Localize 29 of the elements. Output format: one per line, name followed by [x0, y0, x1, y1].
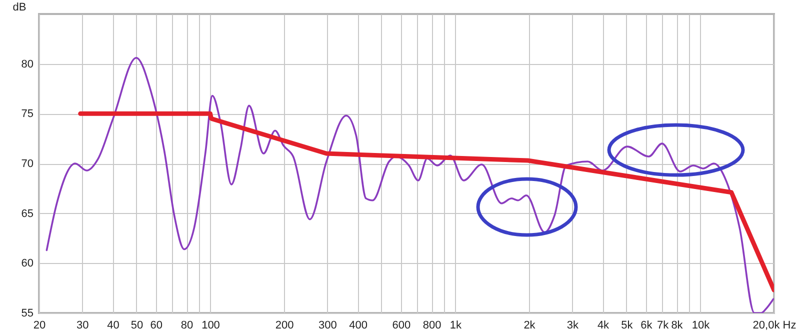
y-tick-label: 55	[21, 308, 34, 320]
y-tick-label: 65	[21, 208, 34, 220]
y-axis-title: dB	[12, 2, 26, 14]
x-tick-label: 6k	[640, 320, 653, 332]
x-tick-label: 60	[150, 320, 163, 332]
x-tick-label: 30	[76, 320, 89, 332]
x-tick-label: 80	[180, 320, 194, 332]
x-tick-label: 40	[107, 320, 120, 332]
y-tick-label: 60	[21, 258, 34, 270]
y-tick-label: 70	[21, 158, 34, 170]
x-tick-label: 800	[422, 320, 442, 332]
x-tick-label: 1k	[450, 320, 462, 332]
y-tick-label: 75	[21, 108, 34, 120]
x-tick-label: 50	[130, 320, 144, 332]
x-tick-label: 20,0k Hz	[752, 320, 796, 332]
x-tick-label: 4k	[597, 320, 610, 332]
x-tick-label: 5k	[621, 320, 634, 332]
x-tick-label: 20	[33, 320, 46, 332]
x-tick-label: 600	[392, 320, 411, 332]
x-tick-label: 100	[202, 320, 220, 332]
x-tick-label: 400	[349, 320, 368, 332]
x-tick-label: 10k	[692, 320, 710, 332]
x-tick-label: 7k	[656, 320, 670, 332]
x-tick-label: 300	[318, 320, 337, 332]
x-tick-label: 2k	[524, 320, 536, 332]
x-tick-label: 3k	[566, 320, 579, 332]
x-tick-label: 8k	[671, 320, 684, 332]
y-tick-label: 80	[21, 58, 34, 70]
x-tick-label: 200	[275, 320, 294, 332]
